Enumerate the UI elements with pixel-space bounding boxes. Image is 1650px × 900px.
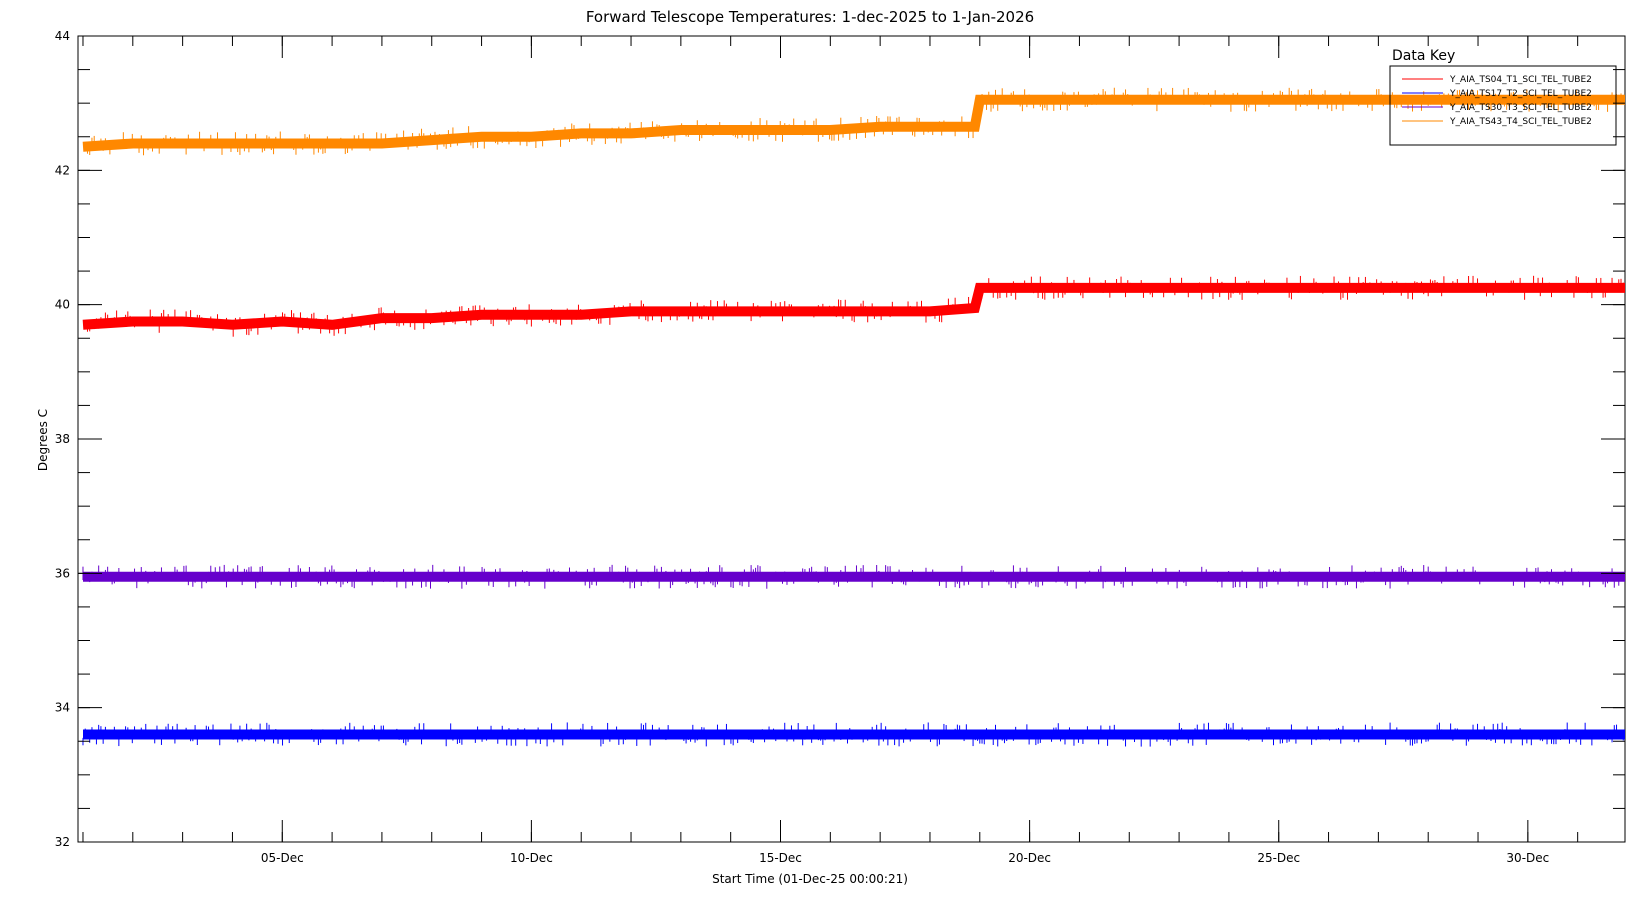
series-group (82, 275, 1625, 337)
y-tick-label: 40 (55, 298, 70, 312)
y-tick-label: 34 (55, 701, 70, 715)
series-layer (82, 87, 1625, 747)
series-line (82, 282, 1625, 330)
x-tick-label: 10-Dec (510, 851, 553, 865)
chart-title: Forward Telescope Temperatures: 1-dec-20… (586, 8, 1034, 26)
x-tick-label: 25-Dec (1257, 851, 1300, 865)
series-group (82, 87, 1625, 156)
legend-entry: Y_AIA_TS43_T4_SCI_TEL_TUBE2 (1449, 117, 1592, 127)
x-tick-label: 30-Dec (1506, 851, 1549, 865)
legend-entry: Y_AIA_TS04_T1_SCI_TEL_TUBE2 (1449, 75, 1592, 85)
y-tick-label: 42 (55, 163, 70, 177)
y-tick-label: 38 (55, 432, 70, 446)
legend-title: Data Key (1392, 48, 1455, 64)
legend-box (1389, 65, 1617, 146)
y-tick-label: 44 (55, 29, 70, 43)
y-axis-label: Degrees C (36, 409, 50, 471)
legend: Data Key Y_AIA_TS04_T1_SCI_TEL_TUBE2Y_AI… (1389, 48, 1617, 146)
legend-entries: Y_AIA_TS04_T1_SCI_TEL_TUBE2 Y_AIA_TS17_T2… (1402, 75, 1592, 127)
plot-frame (77, 35, 1626, 843)
x-tick-label: 05-Dec (261, 851, 304, 865)
series-line (82, 94, 1625, 152)
y-tick-label: 32 (55, 835, 70, 849)
legend-entry: Y_AIA_TS30_T3_SCI_TEL_TUBE2 (1449, 103, 1592, 113)
series-group (82, 564, 1625, 589)
legend-entry: Y_AIA_TS17_T2_SCI_TEL_TUBE2 (1449, 89, 1592, 99)
x-tick-label: 15-Dec (759, 851, 802, 865)
series-group (82, 722, 1625, 747)
x-tick-label: 20-Dec (1008, 851, 1051, 865)
axes-layer: 32 34 36 38 40 42 44 05-Dec 10-Dec 15-Dec 20-Dec 25… (55, 29, 1625, 865)
x-axis-label: Start Time (01-Dec-25 00:00:21) (712, 872, 908, 886)
y-tick-label: 36 (55, 566, 70, 580)
